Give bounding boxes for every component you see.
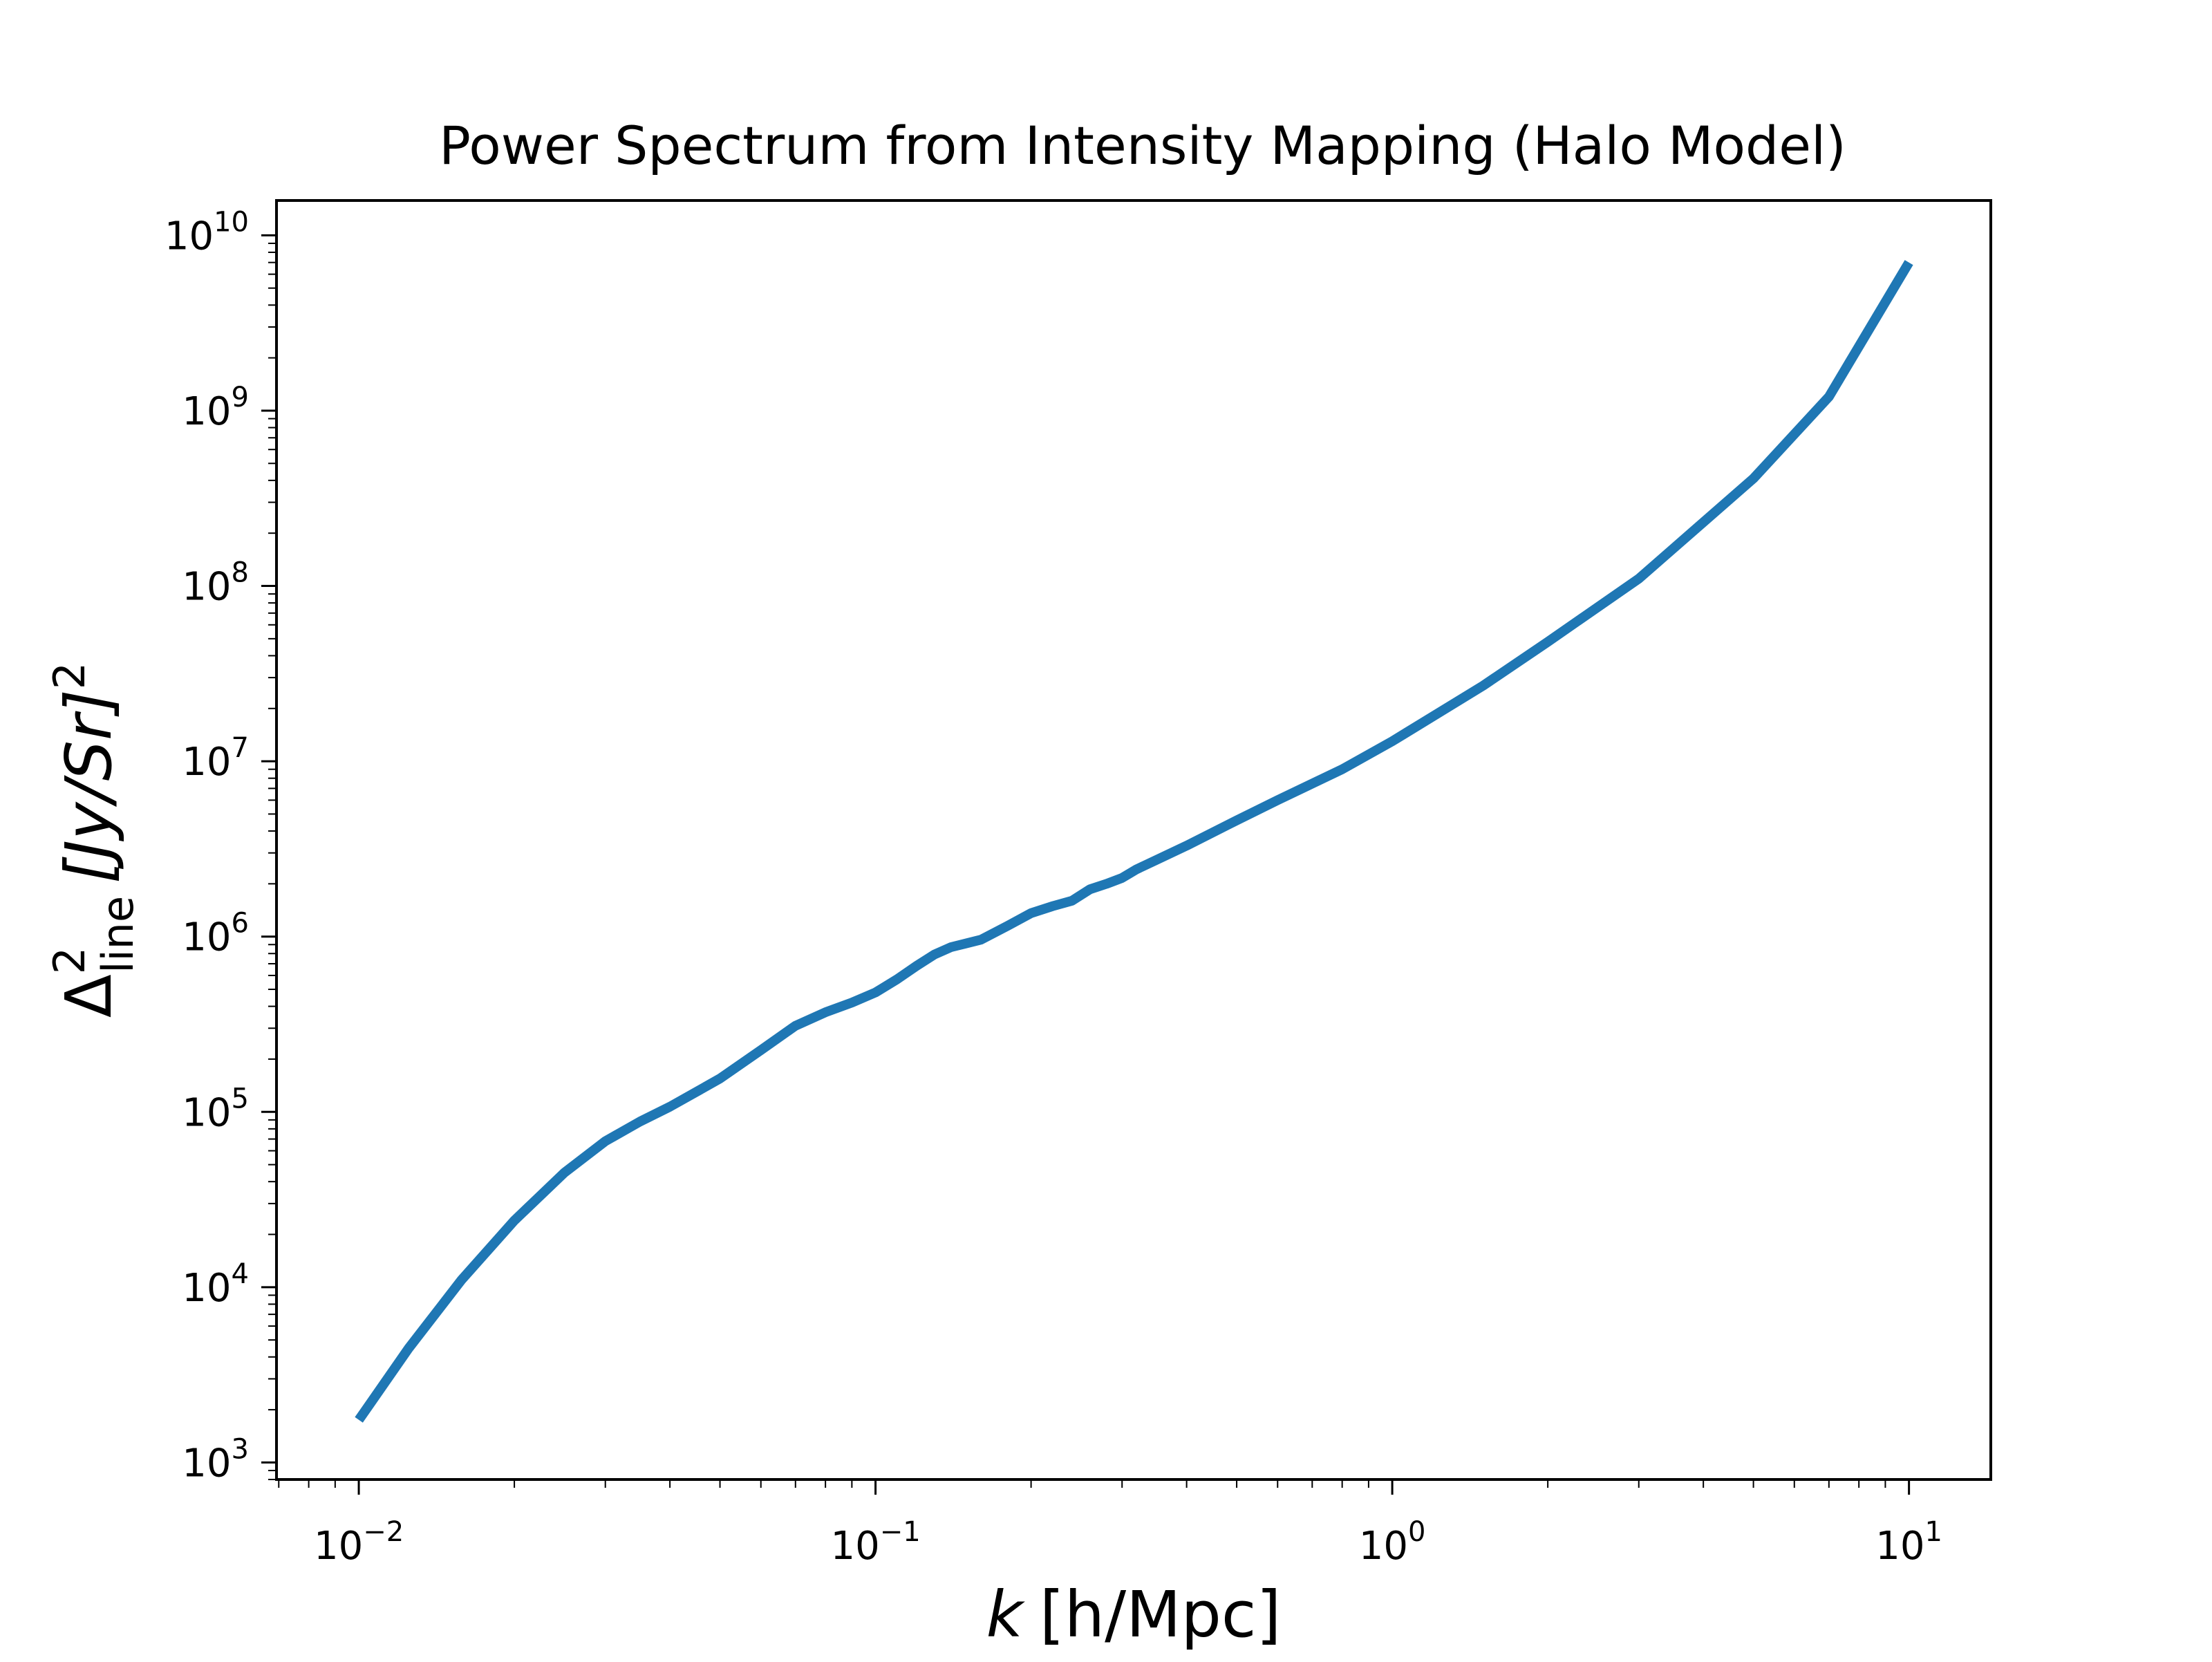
y-tick-label: 104 — [182, 1258, 249, 1311]
y-axis-label: Δ2line[Jy/Sr]2 — [44, 662, 143, 1018]
x-tick-group: 10−2 10−1 100 101 — [314, 1479, 1942, 1569]
y-tick-label: 1010 — [165, 206, 249, 259]
y-tick-label: 106 — [182, 908, 249, 960]
y-axis-unit: [Jy/Sr] — [52, 689, 126, 884]
y-axis-unit-power: 2 — [44, 662, 95, 689]
x-tick-label: 10−2 — [314, 1516, 404, 1569]
y-tick-group: 103 104 105 106 107 108 109 1010 — [165, 206, 276, 1486]
y-tick-label: 108 — [182, 557, 249, 610]
series-line — [355, 260, 1913, 1423]
y-axis-symbol: Δ — [52, 974, 126, 1018]
x-tick-label: 101 — [1875, 1516, 1942, 1569]
y-tick-label: 109 — [182, 382, 249, 434]
y-axis-subscript: line — [93, 896, 143, 973]
svg-text:Δ2line[Jy/Sr]2: Δ2line[Jy/Sr]2 — [44, 662, 143, 1018]
x-tick-label: 100 — [1359, 1516, 1426, 1569]
y-tick-label: 105 — [182, 1083, 249, 1135]
y-tick-label: 103 — [182, 1433, 249, 1486]
chart-title: Power Spectrum from Intensity Mapping (H… — [439, 115, 1846, 176]
x-axis-unit: [h/Mpc] — [1040, 1578, 1281, 1652]
x-tick-label: 10−1 — [830, 1516, 920, 1569]
x-axis-label: k [h/Mpc] — [986, 1578, 1282, 1652]
x-axis-symbol: k — [986, 1578, 1026, 1652]
plot-frame — [275, 199, 1992, 1481]
y-tick-label: 107 — [182, 732, 249, 785]
y-axis-superscript: 2 — [44, 947, 95, 974]
